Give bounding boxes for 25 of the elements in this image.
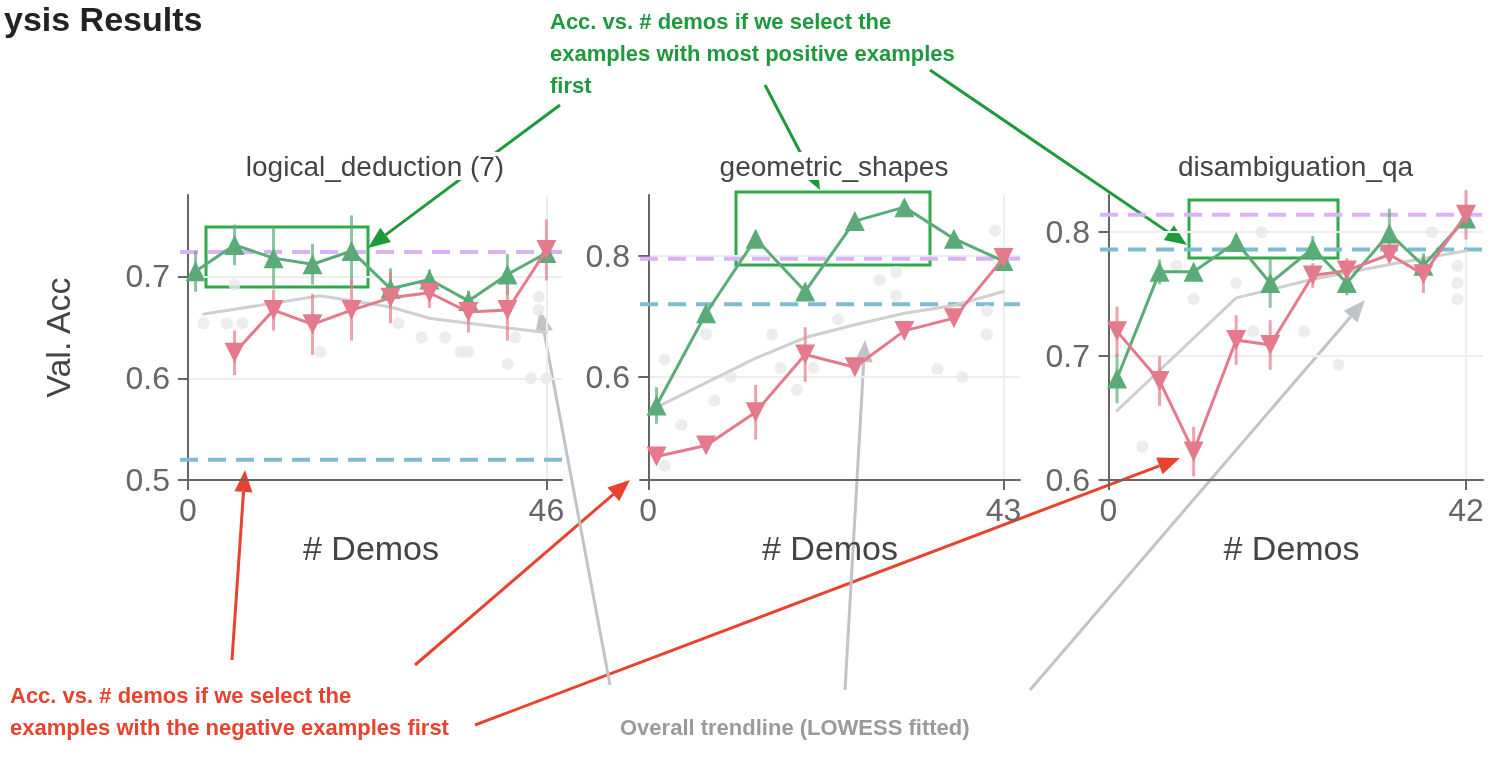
text: Acc. vs. # demos if we select the examples with the negative examples first — [10, 682, 450, 742]
x-tick-label: 43 — [985, 492, 1022, 529]
x-axis-title: # Demos — [1223, 529, 1360, 567]
chart-title: disambiguation_qa — [1177, 150, 1414, 182]
x-tick-label: 42 — [1448, 492, 1484, 529]
x-tick-label: 0 — [1099, 492, 1118, 529]
y-tick-label: 0.6 — [1045, 462, 1090, 499]
text: Acc. vs. # demos if we select the examples with most positive examples first — [550, 8, 956, 100]
x-tick-label: 0 — [639, 492, 658, 529]
chart-title: logical_deduction (7) — [245, 150, 505, 182]
chart-title: geometric_shapes — [719, 150, 949, 182]
x-axis-title: # Demos — [761, 529, 899, 567]
y-tick-label: 0.6 — [125, 360, 170, 397]
x-tick-label: 0 — [178, 492, 197, 529]
y-axis-title: Val. Acc — [39, 277, 77, 398]
x-tick-label: 46 — [528, 492, 565, 529]
x-axis-title: # Demos — [302, 529, 440, 567]
y-tick-label: 0.8 — [1045, 214, 1090, 251]
y-tick-label: 0.7 — [125, 258, 170, 295]
text: ysis Results — [4, 0, 203, 39]
y-tick-label: 0.6 — [585, 358, 630, 395]
y-tick-label: 0.7 — [1045, 338, 1090, 375]
y-tick-label: 0.8 — [585, 237, 630, 274]
y-tick-label: 0.5 — [125, 462, 170, 499]
text: Overall trendline (LOWESS fitted) — [620, 714, 971, 742]
